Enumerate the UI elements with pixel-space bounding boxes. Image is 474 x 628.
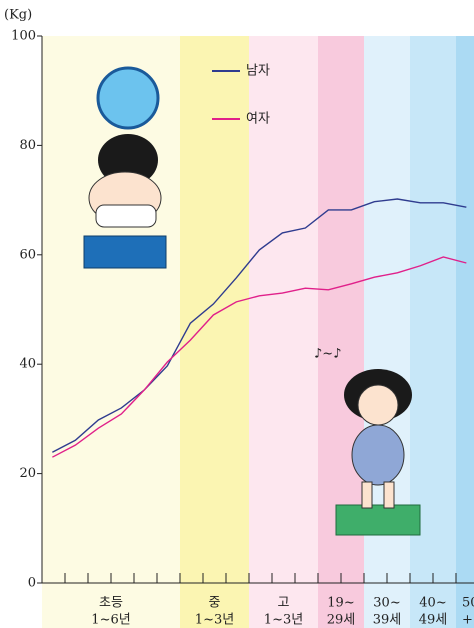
x-group-label: 40~ <box>419 596 446 611</box>
x-group-label: 19~ <box>327 596 354 611</box>
age-band <box>249 36 318 628</box>
legend-label: 여자 <box>246 112 270 127</box>
age-band <box>42 36 180 628</box>
age-band <box>318 36 364 628</box>
x-group-label: 49세 <box>419 613 448 628</box>
y-tick-label: 0 <box>28 576 36 591</box>
age-band <box>364 36 410 628</box>
annotation: ♪~♪ <box>314 347 342 362</box>
y-tick-label: 60 <box>19 247 36 262</box>
x-group-label: 고 <box>278 596 290 611</box>
x-group-label: 50~ <box>462 596 474 611</box>
y-tick-label: 40 <box>19 357 36 372</box>
x-group-label: 1~6년 <box>91 613 130 628</box>
illustration-boy <box>83 66 167 269</box>
age-band <box>180 36 249 628</box>
x-group-label: 30~ <box>373 596 400 611</box>
age-band <box>456 36 474 628</box>
x-group-label: 1~3년 <box>195 613 234 628</box>
y-tick-label: 80 <box>19 138 36 153</box>
age-band <box>410 36 456 628</box>
y-tick-label: 100 <box>11 29 36 44</box>
x-group-label: 중 <box>209 596 221 611</box>
y-unit: (Kg) <box>4 8 32 23</box>
legend-label: 남자 <box>246 64 270 79</box>
x-group-label: + <box>462 613 473 628</box>
series-line <box>52 256 467 458</box>
series-line <box>52 198 467 453</box>
x-group-label: 1~3년 <box>264 613 303 628</box>
x-group-label: 29세 <box>327 613 356 628</box>
illustration-girl <box>335 369 421 536</box>
x-group-label: 초등 <box>99 596 123 611</box>
y-tick-label: 20 <box>19 466 36 481</box>
x-group-label: 39세 <box>373 613 402 628</box>
